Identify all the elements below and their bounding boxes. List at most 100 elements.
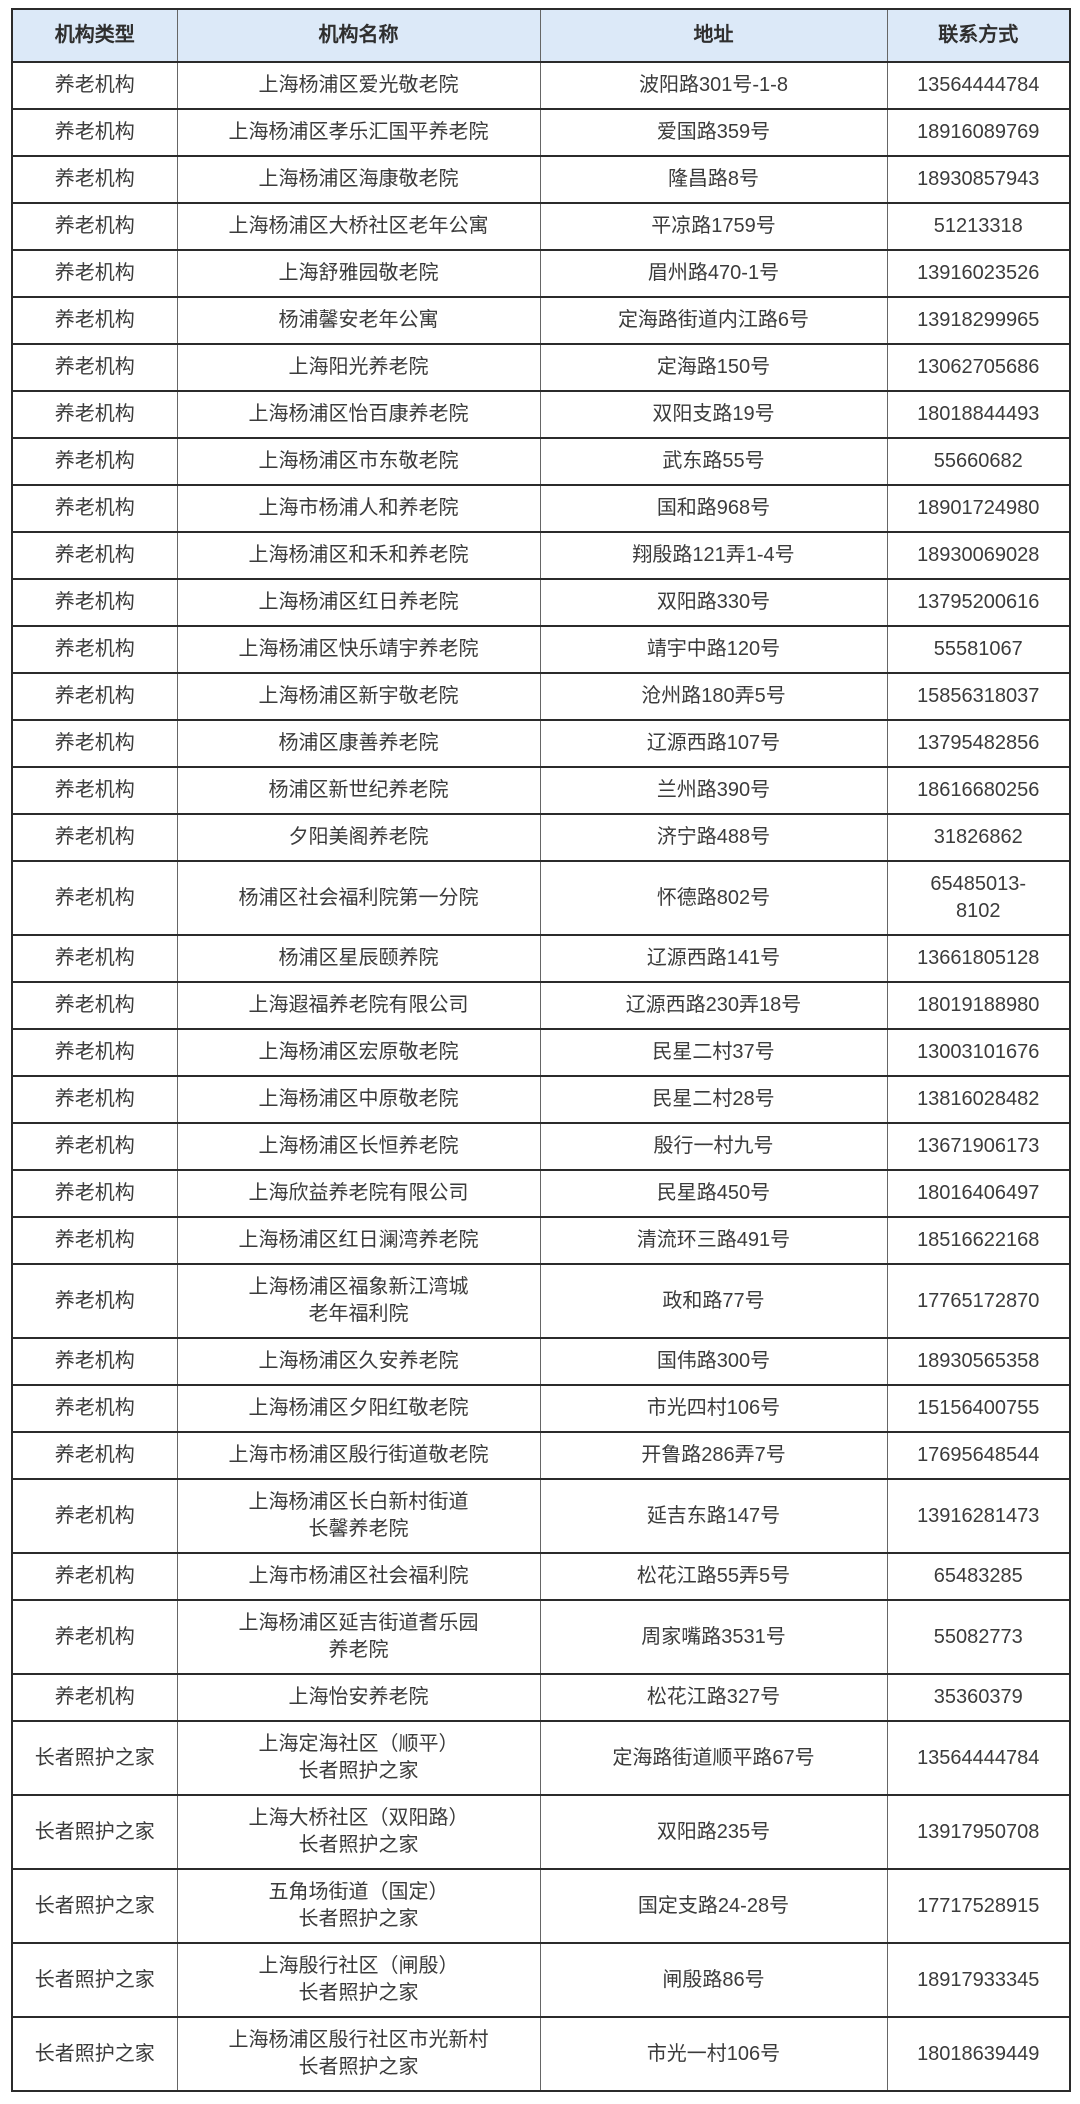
table-row: 养老机构 上海杨浦区爱光敬老院 波阳路301号-1-8 13564444784 [11,61,1071,110]
cell-institution-type: 养老机构 [11,1673,178,1722]
cell-contact: 18901724980 [886,484,1071,533]
cell-institution-name: 上海杨浦区快乐靖宇养老院 [176,625,541,674]
institutions-table: 机构类型 机构名称 地址 联系方式 养老机构 上海杨浦区爱光敬老院 波阳路301号-… [11,8,1071,2092]
cell-contact: 18930857943 [886,155,1071,204]
cell-institution-name: 上海舒雅园敬老院 [176,249,541,298]
cell-institution-name: 上海杨浦区长恒养老院 [176,1122,541,1171]
cell-address: 济宁路488号 [539,813,888,862]
cell-institution-type: 养老机构 [11,484,178,533]
cell-institution-name: 上海杨浦区市东敬老院 [176,437,541,486]
cell-institution-name: 五角场街道（国定） 长者照护之家 [176,1868,541,1944]
cell-address: 周家嘴路3531号 [539,1599,888,1675]
cell-institution-name: 上海杨浦区红日养老院 [176,578,541,627]
cell-institution-type: 养老机构 [11,1169,178,1218]
column-header-contact: 联系方式 [886,8,1071,63]
cell-institution-type: 养老机构 [11,981,178,1030]
cell-address: 国和路968号 [539,484,888,533]
cell-contact: 13916281473 [886,1478,1071,1554]
cell-contact: 18930565358 [886,1337,1071,1386]
cell-institution-name: 上海阳光养老院 [176,343,541,392]
cell-address: 市光一村106号 [539,2016,888,2092]
cell-institution-name: 上海殷行社区（闸殷） 长者照护之家 [176,1942,541,2018]
column-header-institution-name: 机构名称 [176,8,541,63]
cell-institution-name: 杨浦区新世纪养老院 [176,766,541,815]
cell-institution-type: 养老机构 [11,390,178,439]
cell-institution-name: 上海杨浦区和禾和养老院 [176,531,541,580]
table-row: 养老机构 上海杨浦区红日澜湾养老院 清流环三路491号 18516622168 [11,1216,1071,1265]
table-row: 养老机构 上海市杨浦人和养老院 国和路968号 18901724980 [11,484,1071,533]
cell-institution-name: 上海杨浦区海康敬老院 [176,155,541,204]
table-row: 养老机构 夕阳美阁养老院 济宁路488号 31826862 [11,813,1071,862]
cell-address: 定海路街道内江路6号 [539,296,888,345]
table-row: 养老机构 上海杨浦区快乐靖宇养老院 靖宇中路120号 55581067 [11,625,1071,674]
cell-institution-name: 上海大桥社区（双阳路） 长者照护之家 [176,1794,541,1870]
cell-contact: 51213318 [886,202,1071,251]
table-row: 养老机构 杨浦区星辰颐养院 辽源西路141号 13661805128 [11,934,1071,983]
table-row: 养老机构 上海舒雅园敬老院 眉州路470-1号 13916023526 [11,249,1071,298]
cell-contact: 13062705686 [886,343,1071,392]
table-row: 养老机构 上海杨浦区怡百康养老院 双阳支路19号 18018844493 [11,390,1071,439]
cell-address: 松花江路55弄5号 [539,1552,888,1601]
cell-institution-type: 养老机构 [11,108,178,157]
cell-institution-name: 上海杨浦区夕阳红敬老院 [176,1384,541,1433]
cell-address: 辽源西路141号 [539,934,888,983]
cell-institution-name: 杨浦区康善养老院 [176,719,541,768]
cell-institution-name: 上海杨浦区红日澜湾养老院 [176,1216,541,1265]
table-row: 养老机构 杨浦区新世纪养老院 兰州路390号 18616680256 [11,766,1071,815]
cell-address: 双阳路235号 [539,1794,888,1870]
cell-institution-type: 养老机构 [11,1599,178,1675]
cell-address: 延吉东路147号 [539,1478,888,1554]
cell-institution-name: 上海杨浦区怡百康养老院 [176,390,541,439]
cell-institution-name: 上海杨浦区福象新江湾城 老年福利院 [176,1263,541,1339]
cell-institution-type: 养老机构 [11,296,178,345]
cell-institution-name: 杨浦区社会福利院第一分院 [176,860,541,936]
cell-institution-type: 养老机构 [11,1263,178,1339]
cell-institution-name: 上海杨浦区殷行社区市光新村 长者照护之家 [176,2016,541,2092]
cell-institution-name: 上海杨浦区久安养老院 [176,1337,541,1386]
cell-institution-type: 养老机构 [11,1384,178,1433]
table-row: 养老机构 上海杨浦区长白新村街道 长馨养老院 延吉东路147号 13916281473 [11,1478,1071,1554]
cell-address: 武东路55号 [539,437,888,486]
cell-address: 松花江路327号 [539,1673,888,1722]
cell-contact: 13661805128 [886,934,1071,983]
cell-address: 市光四村106号 [539,1384,888,1433]
cell-address: 隆昌路8号 [539,155,888,204]
table-row: 养老机构 上海杨浦区红日养老院 双阳路330号 13795200616 [11,578,1071,627]
table-row: 养老机构 杨浦区社会福利院第一分院 怀德路802号 65485013- 8102 [11,860,1071,936]
cell-contact: 18930069028 [886,531,1071,580]
cell-address: 平凉路1759号 [539,202,888,251]
cell-institution-name: 上海市杨浦区社会福利院 [176,1552,541,1601]
cell-institution-name: 杨浦区星辰颐养院 [176,934,541,983]
table-row: 养老机构 上海杨浦区孝乐汇国平养老院 爱国路359号 18916089769 [11,108,1071,157]
cell-contact: 65483285 [886,1552,1071,1601]
table-row: 养老机构 上海市杨浦区殷行街道敬老院 开鲁路286弄7号 17695648544 [11,1431,1071,1480]
cell-address: 翔殷路121弄1-4号 [539,531,888,580]
cell-institution-name: 上海市杨浦人和养老院 [176,484,541,533]
cell-institution-type: 养老机构 [11,531,178,580]
cell-address: 靖宇中路120号 [539,625,888,674]
table-row: 长者照护之家 上海殷行社区（闸殷） 长者照护之家 闸殷路86号 18917933345 [11,1942,1071,2018]
cell-institution-name: 上海杨浦区新宇敬老院 [176,672,541,721]
cell-contact: 15156400755 [886,1384,1071,1433]
column-header-institution-type: 机构类型 [11,8,178,63]
cell-contact: 15856318037 [886,672,1071,721]
cell-institution-type: 养老机构 [11,766,178,815]
cell-contact: 13816028482 [886,1075,1071,1124]
cell-contact: 13795200616 [886,578,1071,627]
cell-institution-name: 上海欣益养老院有限公司 [176,1169,541,1218]
cell-institution-type: 养老机构 [11,249,178,298]
table-row: 养老机构 上海杨浦区长恒养老院 殷行一村九号 13671906173 [11,1122,1071,1171]
cell-contact: 13564444784 [886,61,1071,110]
cell-contact: 17695648544 [886,1431,1071,1480]
cell-address: 国伟路300号 [539,1337,888,1386]
column-header-address: 地址 [539,8,888,63]
table-row: 养老机构 上海市杨浦区社会福利院 松花江路55弄5号 65483285 [11,1552,1071,1601]
cell-institution-type: 长者照护之家 [11,1720,178,1796]
cell-address: 眉州路470-1号 [539,249,888,298]
cell-address: 沧州路180弄5号 [539,672,888,721]
cell-address: 波阳路301号-1-8 [539,61,888,110]
cell-address: 闸殷路86号 [539,1942,888,2018]
cell-institution-type: 养老机构 [11,202,178,251]
cell-address: 辽源西路107号 [539,719,888,768]
cell-address: 定海路街道顺平路67号 [539,1720,888,1796]
